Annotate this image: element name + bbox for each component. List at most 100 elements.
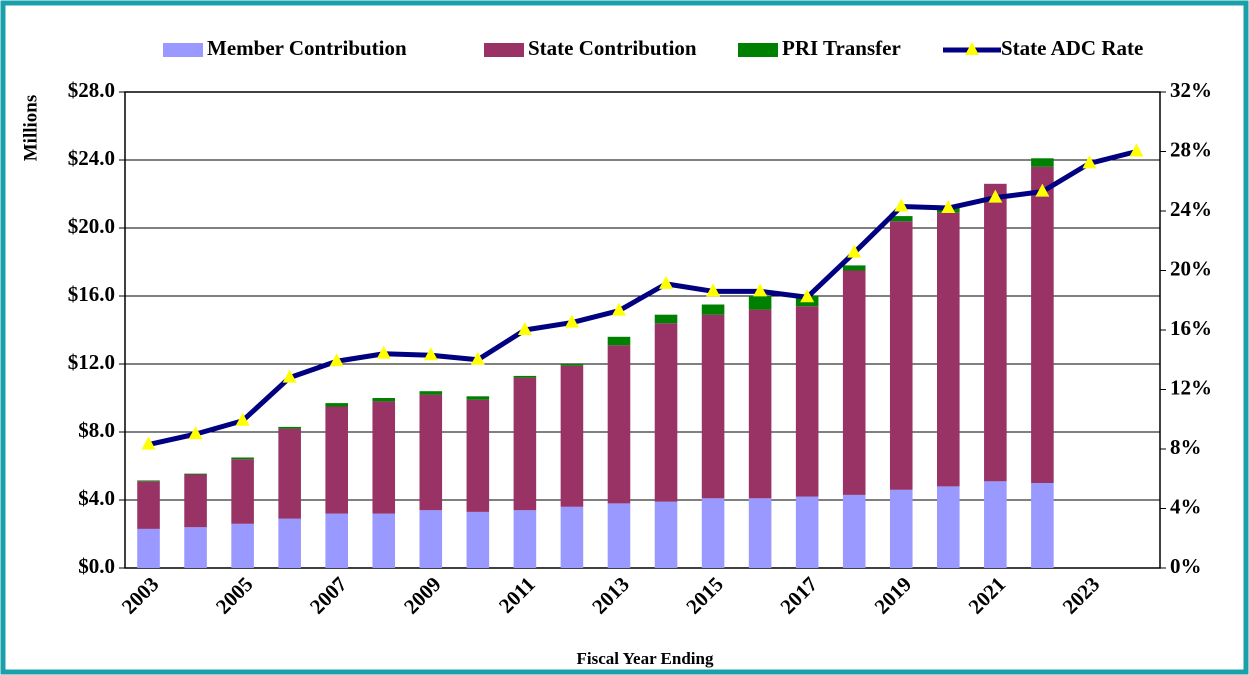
y-tick-label: $0.0 — [78, 554, 115, 578]
bar-segment — [278, 518, 301, 568]
bar-segment — [1031, 166, 1054, 484]
bar-segment — [748, 309, 772, 499]
bar-segment — [654, 323, 678, 502]
bar-segment — [419, 394, 443, 511]
bar-segment — [984, 183, 1007, 482]
x-axis-title: Fiscal Year Ending — [577, 649, 714, 668]
bar-segment — [937, 486, 960, 568]
line-marker — [1082, 155, 1097, 169]
legend-label: Member Contribution — [207, 36, 407, 60]
y-axis-title: Millions — [20, 95, 41, 162]
bar-segment — [231, 459, 254, 524]
legend-swatch — [163, 43, 203, 57]
y2-tick-label: 8% — [1170, 435, 1202, 459]
bar-segment — [607, 336, 631, 346]
legend-swatch — [484, 43, 524, 57]
line-marker — [1129, 143, 1144, 157]
y-tick-label: $12.0 — [68, 350, 115, 374]
bar-segment — [513, 510, 537, 568]
bar-segment — [137, 481, 160, 529]
bar-segment — [889, 216, 913, 222]
bar-segment — [607, 503, 631, 568]
bar-segment — [372, 401, 396, 514]
y-tick-label: $4.0 — [78, 486, 115, 510]
bar-segment — [137, 480, 160, 482]
bar-segment — [654, 501, 678, 568]
line-marker — [282, 369, 297, 383]
bar-segment — [701, 304, 725, 315]
bar-segment — [184, 527, 207, 568]
bar-segment — [984, 481, 1007, 568]
bar-segment — [513, 377, 537, 511]
bar-segment — [184, 473, 207, 475]
bar-segment — [748, 296, 772, 310]
y2-tick-label: 28% — [1170, 137, 1212, 161]
line-marker — [1035, 183, 1050, 197]
line-marker — [329, 353, 344, 367]
line-series — [147, 149, 1138, 447]
bar-segment — [372, 513, 396, 568]
line-marker — [141, 436, 156, 450]
y2-tick-label: 16% — [1170, 316, 1212, 340]
legend-label: PRI Transfer — [782, 36, 901, 60]
bar-segment — [372, 398, 396, 402]
line-marker — [611, 302, 626, 316]
bar-segment — [842, 494, 866, 568]
line-marker — [659, 275, 674, 289]
legend-label: State Contribution — [528, 36, 697, 60]
line-marker — [423, 347, 438, 361]
y2-tick-label: 20% — [1170, 256, 1212, 280]
line-marker — [517, 322, 532, 335]
bar-segment — [1031, 158, 1054, 167]
legend-marker — [965, 42, 979, 55]
bar-segment — [278, 426, 301, 429]
bar-segment — [231, 523, 254, 568]
bar-segment — [325, 403, 348, 407]
line-marker — [470, 351, 485, 365]
bar-segment — [137, 528, 160, 568]
y2-tick-label: 32% — [1170, 78, 1212, 102]
bar-segment — [560, 506, 584, 568]
bar-segment — [325, 406, 348, 514]
bar-segment — [842, 270, 866, 495]
y-tick-label: $20.0 — [68, 214, 115, 238]
plot-area — [124, 91, 1161, 569]
line-marker — [564, 314, 579, 328]
bar-segment — [466, 396, 490, 400]
y-tick-label: $24.0 — [68, 146, 115, 170]
bar-segment — [560, 365, 584, 507]
bar-segment — [842, 265, 866, 271]
line-marker — [235, 412, 250, 426]
bar-segment — [654, 314, 678, 324]
bar-segment — [419, 510, 443, 568]
bar-segment — [419, 391, 443, 395]
y-tick-label: $28.0 — [68, 78, 115, 102]
bar-segment — [701, 498, 725, 568]
y2-tick-label: 12% — [1170, 375, 1212, 399]
bar-segment — [513, 375, 537, 378]
line-marker — [188, 426, 203, 440]
line-marker — [847, 244, 862, 258]
line-marker — [894, 198, 909, 212]
bar-segment — [607, 345, 631, 504]
line-marker — [800, 289, 815, 303]
bar-segment — [1031, 483, 1054, 568]
line-marker — [706, 283, 721, 297]
legend-label: State ADC Rate — [1001, 36, 1143, 60]
bar-segment — [325, 513, 348, 568]
bar-segment — [889, 489, 913, 568]
bar-segment — [466, 399, 490, 512]
line-marker — [376, 345, 391, 359]
bar-segment — [937, 212, 960, 487]
bar-segment — [795, 496, 819, 568]
legend-swatch — [738, 43, 778, 57]
bar-segment — [184, 474, 207, 528]
line-marker — [753, 283, 768, 297]
bar-segment — [231, 457, 254, 460]
bar-segment — [795, 306, 819, 497]
line-marker — [941, 200, 956, 214]
bar-segment — [278, 428, 301, 519]
bar-segment — [889, 221, 913, 490]
